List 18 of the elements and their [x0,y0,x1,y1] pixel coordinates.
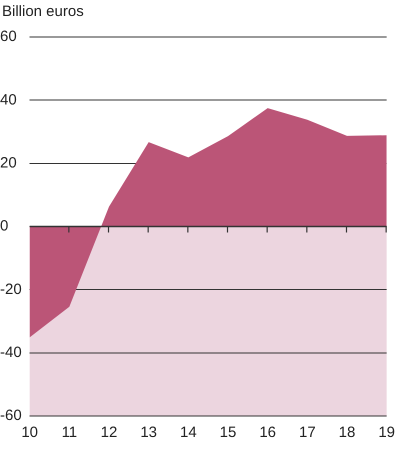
y-tick-label: -60 [0,407,22,424]
x-tick-label: 15 [220,424,236,442]
y-tick-label: -20 [0,280,22,298]
x-tick-label: 11 [62,424,78,442]
x-tick-label: 19 [378,424,395,442]
x-tick-label: 16 [259,424,276,442]
y-tick-label: -40 [0,344,22,361]
x-tick-label: 18 [338,424,356,442]
y-tick-label: 0 [0,218,8,235]
y-tick-label: 20 [0,154,17,172]
y-axis-title: Billion euros [1,2,85,22]
y-tick-label: 60 [0,28,17,46]
x-tick-label: 17 [298,424,316,442]
x-tick-label: 10 [21,424,38,442]
x-tick-label: 13 [140,424,158,442]
y-tick-label: 40 [0,91,17,108]
x-tick-label: 12 [100,424,118,442]
x-tick-label: 14 [180,424,197,442]
